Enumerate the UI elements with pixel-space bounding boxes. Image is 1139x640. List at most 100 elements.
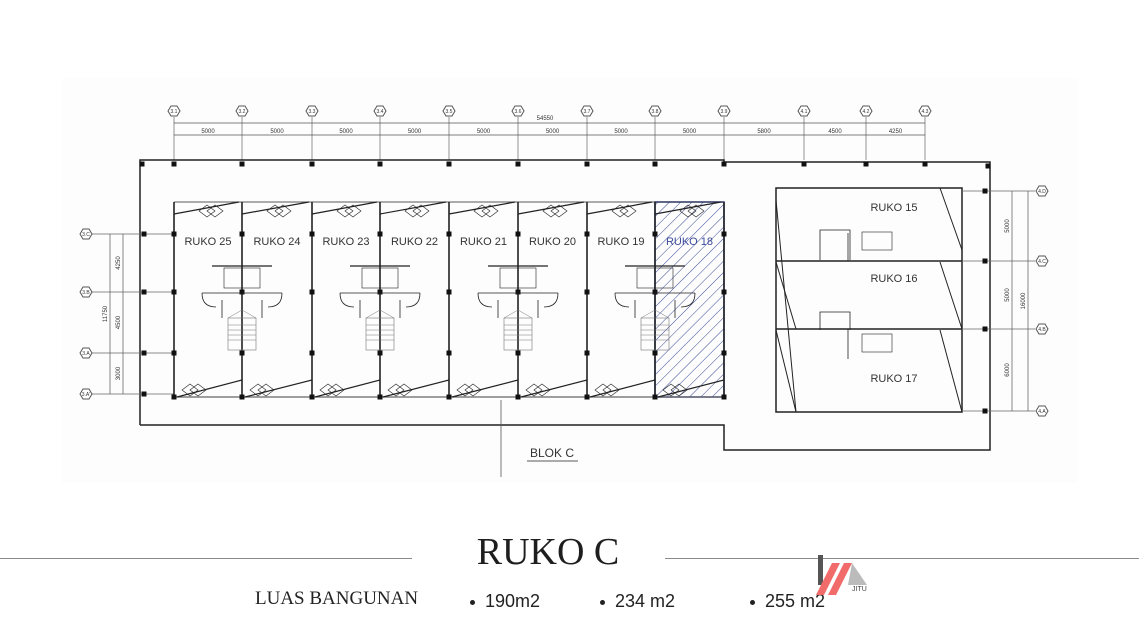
column-mark — [801, 161, 807, 167]
column-mark — [515, 394, 521, 400]
dimension-label: 5000 — [1005, 219, 1011, 233]
grid-bubble — [648, 105, 662, 117]
column-mark — [652, 289, 658, 295]
grid-label: 3.5 — [446, 109, 453, 115]
grid-bubble — [797, 105, 811, 117]
grid-bubble — [1035, 185, 1049, 197]
stair-core — [819, 229, 851, 359]
toilet-block — [861, 231, 893, 251]
column-mark — [584, 350, 590, 356]
stair-core — [477, 292, 559, 318]
column-mark — [239, 350, 245, 356]
grid-label: 3.B — [82, 290, 90, 296]
column-mark — [515, 350, 521, 356]
grid-bubble — [79, 347, 93, 359]
area-item: 234 m2 — [600, 591, 675, 612]
dimension-label: 5000 — [614, 129, 628, 135]
grid-label: 3.3 — [309, 109, 316, 115]
divider-left — [0, 558, 412, 559]
toilet-block — [223, 267, 261, 289]
door-line — [775, 199, 797, 413]
column-mark — [721, 394, 727, 400]
block-label: BLOK C — [530, 446, 574, 460]
grid-bubble — [167, 105, 181, 117]
door-swing — [181, 383, 207, 397]
column-mark — [171, 289, 177, 295]
grid-label: 3.A' — [82, 392, 91, 398]
column-mark — [721, 350, 727, 356]
column-mark — [584, 161, 590, 167]
column-mark — [652, 350, 658, 356]
stair — [640, 317, 670, 351]
stair-steps — [227, 309, 257, 341]
door-line — [939, 187, 963, 251]
stair-core — [201, 292, 283, 318]
dimension-label: 5000 — [408, 129, 422, 135]
stair-steps — [365, 309, 395, 341]
unit-label: RUKO 22 — [391, 236, 438, 248]
column-mark — [982, 188, 988, 194]
column-mark — [141, 289, 147, 295]
door-line — [241, 201, 310, 215]
dimension-label: 4500 — [116, 315, 122, 329]
area-label: LUAS BANGUNAN — [255, 588, 419, 609]
column-mark — [171, 394, 177, 400]
toilet-block — [499, 267, 537, 289]
unit-label: RUKO 17 — [870, 373, 917, 385]
door-swing — [456, 383, 482, 397]
dimension-label: 4250 — [889, 129, 903, 135]
door-swing — [404, 204, 430, 218]
column-mark — [982, 408, 988, 414]
toilet-block — [636, 267, 674, 289]
column-mark — [446, 231, 452, 237]
column-mark — [446, 161, 452, 167]
dimension-label: 5000 — [1005, 288, 1011, 302]
column-mark — [584, 394, 590, 400]
column-mark — [721, 231, 727, 237]
dimension-label: 5800 — [757, 129, 771, 135]
grid-bubble — [305, 105, 319, 117]
door-line — [586, 201, 653, 215]
door-line — [775, 261, 797, 330]
stair-core — [339, 292, 421, 318]
column-mark — [309, 231, 315, 237]
column-mark — [239, 161, 245, 167]
column-mark — [863, 161, 869, 167]
grid-bubble — [442, 105, 456, 117]
grid-bubble — [717, 105, 731, 117]
column-mark — [139, 161, 145, 167]
column-mark — [377, 231, 383, 237]
door-line — [517, 201, 585, 215]
grid-bubble — [79, 388, 93, 400]
dimension-label: 5000 — [201, 129, 215, 135]
stair — [503, 317, 533, 351]
grid-label: 3.8 — [652, 109, 659, 115]
door-swing — [473, 204, 499, 218]
unit-label: RUKO 15 — [870, 202, 917, 214]
grid-bubble — [1035, 323, 1049, 335]
column-mark — [652, 231, 658, 237]
unit-label: RUKO 21 — [460, 236, 507, 248]
column-mark — [309, 350, 315, 356]
area-value: 255 m2 — [765, 591, 826, 611]
column-mark — [721, 161, 727, 167]
grid-label: 3.6 — [515, 109, 522, 115]
door-line — [173, 201, 240, 215]
grid-label: 4.C — [1038, 259, 1046, 265]
unit-label: RUKO 18 — [666, 236, 713, 248]
area-value: 190m2 — [485, 591, 541, 611]
column-mark — [652, 394, 658, 400]
dimension-total: 16000 — [1021, 292, 1027, 309]
column-mark — [377, 350, 383, 356]
column-mark — [652, 161, 658, 167]
dimension-label: 6000 — [1005, 363, 1011, 377]
grid-label: 4.A — [1038, 409, 1046, 415]
grid-label: 3.9 — [721, 109, 728, 115]
column-mark — [584, 231, 590, 237]
door-swing — [266, 204, 292, 218]
column-mark — [377, 289, 383, 295]
grid-bubble — [1035, 405, 1049, 417]
grid-label: 3.1 — [171, 109, 178, 115]
grid-bubble — [580, 105, 594, 117]
stair — [365, 317, 395, 351]
